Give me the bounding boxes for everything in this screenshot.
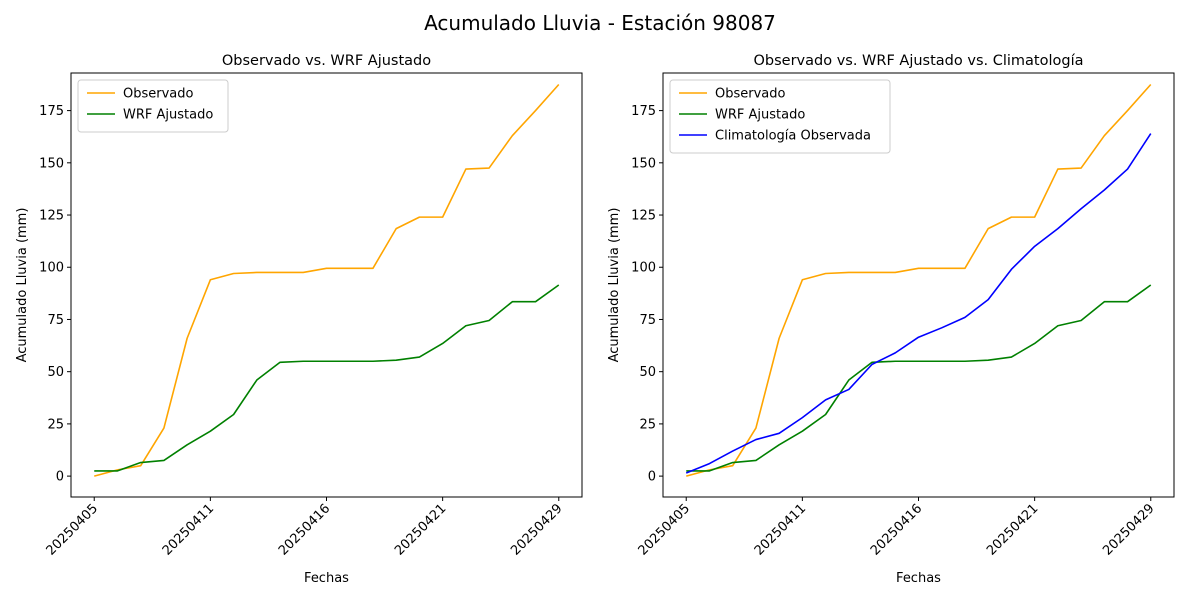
legend: Observado WRF Ajustado Climatología Observ…	[669, 79, 891, 154]
y-tick-label: 25	[47, 417, 64, 432]
y-tick-label: 150	[631, 156, 656, 171]
y-tick-label: 75	[639, 313, 656, 328]
y-tick-label: 0	[648, 470, 656, 485]
y-tick-label: 125	[39, 209, 64, 224]
x-axis-label: Fechas	[896, 571, 941, 586]
y-tick-label: 150	[39, 156, 64, 171]
y-tick-label: 175	[39, 104, 64, 119]
legend-label: Climatología Observada	[715, 129, 871, 144]
y-tick-label: 50	[47, 365, 64, 380]
x-tick-label: 20250421	[392, 501, 449, 558]
legend-label: WRF Ajustado	[715, 108, 805, 123]
x-tick-label: 20250405	[44, 501, 101, 558]
y-tick-label: 100	[39, 261, 64, 276]
x-tick-label: 20250429	[508, 501, 565, 558]
y-tick-label: 100	[631, 261, 656, 276]
series-line-0	[686, 83, 1152, 477]
x-tick-label: 20250421	[984, 501, 1041, 558]
subplot-observado-vs-wrf: Observado vs. WRF Ajustado 0 25 50 75 100 125 1…	[15, 53, 583, 586]
y-tick-label: 125	[631, 209, 656, 224]
series-line-0	[94, 83, 560, 477]
subplot-observado-vs-wrf-vs-climatologia: Observado vs. WRF Ajustado vs. Climatolo…	[607, 53, 1175, 586]
legend-label: WRF Ajustado	[123, 108, 213, 123]
series-line-1	[686, 284, 1152, 472]
y-axis-label: Acumulado Lluvia (mm)	[15, 208, 30, 363]
axes-frame	[70, 72, 583, 498]
figure-title: Acumulado Lluvia - Estación 98087	[424, 11, 776, 35]
x-tick-label: 20250405	[636, 501, 693, 558]
x-axis-label: Fechas	[304, 571, 349, 586]
x-tick-label: 20250416	[868, 501, 925, 558]
subplot-title: Observado vs. WRF Ajustado	[222, 53, 431, 69]
legend-label: Observado	[715, 87, 786, 102]
legend-label: Observado	[123, 87, 194, 102]
x-tick-label: 20250411	[752, 501, 809, 558]
x-tick-label: 20250429	[1100, 501, 1157, 558]
series-line-2	[685, 133, 1152, 474]
y-tick-label: 25	[639, 417, 656, 432]
x-tick-label: 20250411	[160, 501, 217, 558]
x-tick-label: 20250416	[276, 501, 333, 558]
y-tick-label: 75	[47, 313, 64, 328]
y-tick-label: 50	[639, 365, 656, 380]
y-tick-label: 175	[631, 104, 656, 119]
y-axis-label: Acumulado Lluvia (mm)	[607, 208, 622, 363]
legend-box	[669, 79, 891, 154]
subplot-title: Observado vs. WRF Ajustado vs. Climatolo…	[754, 53, 1084, 69]
series-line-1	[94, 284, 560, 472]
legend-box	[77, 79, 229, 133]
legend: Observado WRF Ajustado	[77, 79, 229, 133]
y-tick-label: 0	[56, 470, 64, 485]
